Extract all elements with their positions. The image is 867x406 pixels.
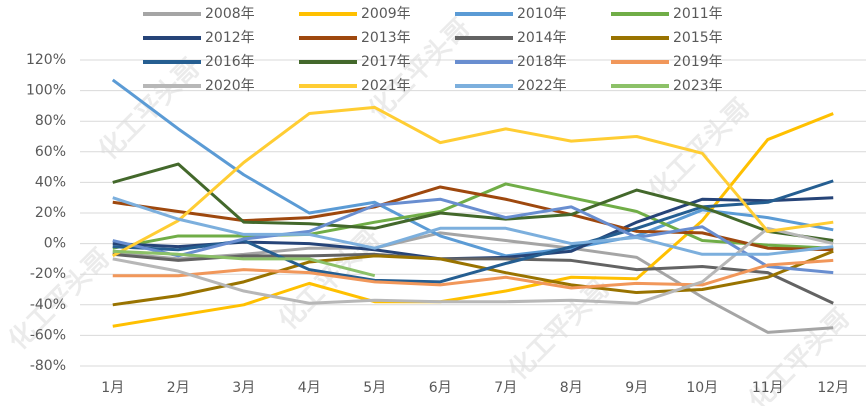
legend-label: 2017年 [361,54,411,70]
x-tick-label: 4月 [298,380,321,396]
y-tick-label: 0% [44,236,66,252]
series-line [112,185,834,252]
legend-label: 2011年 [673,6,723,22]
series-line [112,196,834,256]
series-line [112,231,834,334]
legend-label: 2019年 [673,54,723,70]
legend-label: 2018年 [517,54,567,70]
series-line [112,226,834,305]
y-tick-label: 100% [26,83,66,99]
series-line [112,258,834,290]
x-tick-label: 6月 [429,380,452,396]
legend-label: 2012年 [205,30,255,46]
x-tick-label: 11月 [752,380,784,396]
series-line [112,249,834,307]
y-tick-label: 60% [35,144,66,160]
legend-label: 2013年 [361,30,411,46]
series-line [112,112,834,328]
y-tick-label: -80% [30,358,66,374]
legend-label: 2009年 [361,6,411,22]
x-tick-label: 8月 [560,380,583,396]
series-line [112,162,834,243]
series-line [112,252,834,305]
y-tick-label: 120% [26,52,66,68]
watermark: 化工平头哥 [93,53,206,166]
y-tick-label: 40% [35,174,66,190]
x-tick-label: 2月 [167,380,190,396]
x-tick-label: 1月 [101,380,124,396]
x-tick-label: 3月 [232,380,255,396]
y-tick-label: -20% [30,266,66,282]
x-tick-label: 7月 [494,380,517,396]
series-line [112,182,834,250]
y-tick-label: -40% [30,297,66,313]
legend-label: 2015年 [673,30,723,46]
legend-label: 2008年 [205,6,255,22]
x-tick-label: 10月 [686,380,718,396]
y-tick-label: 80% [35,113,66,129]
x-tick-label: 12月 [817,380,849,396]
series-line [112,197,834,275]
legend-label: 2022年 [517,78,567,94]
y-tick-label: -60% [30,327,66,343]
y-tick-label: 20% [35,205,66,221]
legend-label: 2016年 [205,54,255,70]
legend-label: 2010年 [517,6,567,22]
watermark: 化工平头哥 [503,273,616,386]
x-tick-label: 9月 [625,380,648,396]
legend-label: 2020年 [205,78,255,94]
legend-label: 2014年 [517,30,567,46]
series-line [112,105,834,258]
legend-label: 2021年 [361,78,411,94]
legend-label: 2023年 [673,78,723,94]
x-tick-label: 5月 [363,380,386,396]
watermark: 化工平头哥 [643,93,756,206]
series-line [112,249,376,278]
